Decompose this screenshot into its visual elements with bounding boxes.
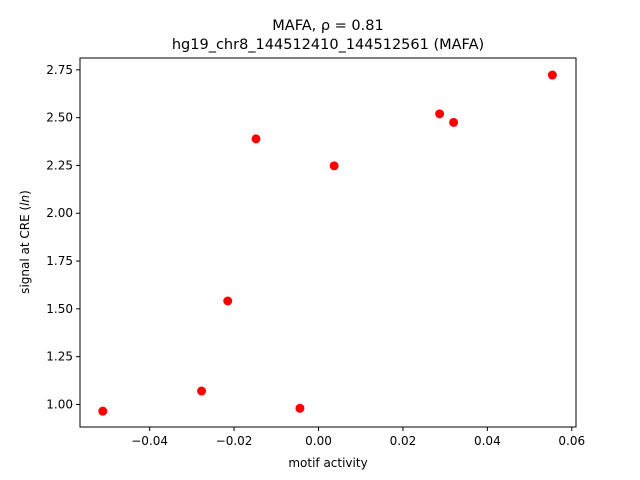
x-tick-label: 0.04 [474,434,501,448]
x-axis-label: motif activity [288,456,367,470]
x-tick-label: 0.02 [390,434,417,448]
data-point [197,386,207,396]
x-tick-label: −0.02 [216,434,253,448]
data-point [449,117,459,127]
data-point [435,109,445,119]
x-tick-label: 0.06 [558,434,585,448]
chart-subtitle: hg19_chr8_144512410_144512561 (MAFA) [172,37,484,53]
data-point [223,296,233,306]
data-point [98,406,108,416]
data-point [295,403,305,413]
y-tick-label: 2.50 [46,111,73,125]
y-tick-label: 1.00 [46,397,73,411]
data-point [547,70,557,80]
y-tick-label: 1.50 [46,302,73,316]
x-tick-label: −0.04 [131,434,168,448]
chart-title: MAFA, ρ = 0.81 [272,18,383,34]
y-tick-label: 2.00 [46,206,73,220]
data-point [251,134,261,144]
y-tick-label: 2.25 [46,158,73,172]
plot-area-frame [79,57,577,428]
y-tick-label: 2.75 [46,63,73,77]
y-tick-label: 1.25 [46,350,73,364]
y-tick-label: 1.75 [46,254,73,268]
x-tick-label: 0.00 [305,434,332,448]
data-point [329,161,339,171]
y-axis-label: signal at CRE (ln) [18,190,32,294]
